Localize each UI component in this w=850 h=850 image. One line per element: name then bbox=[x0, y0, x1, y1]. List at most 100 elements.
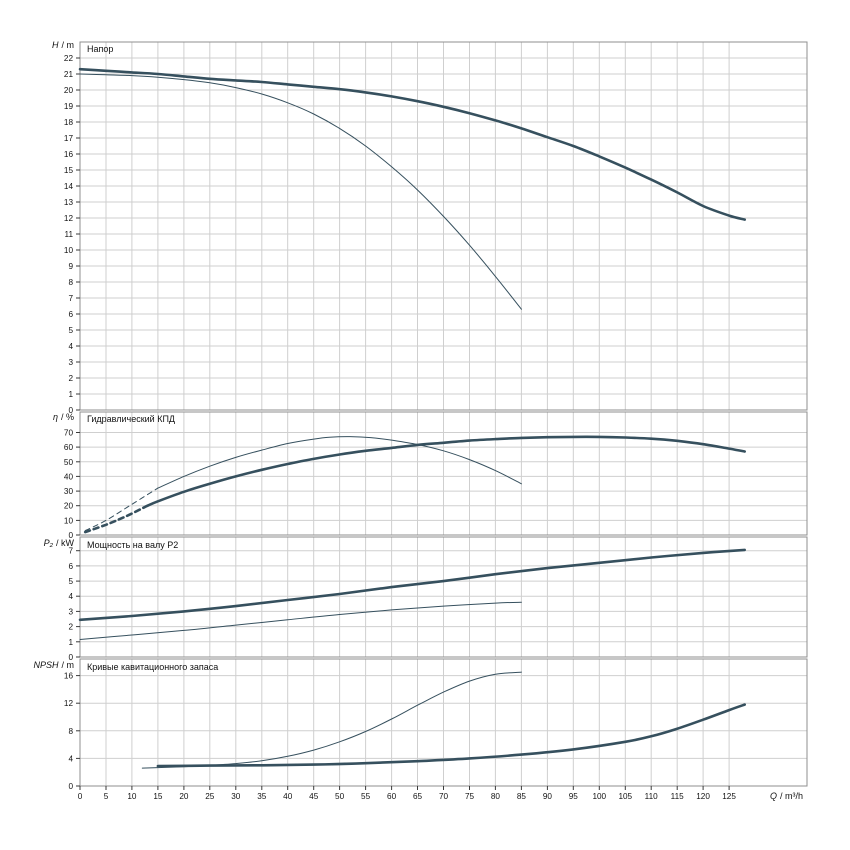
x-tick-label: 35 bbox=[257, 792, 267, 801]
x-tick-label: 15 bbox=[153, 792, 163, 801]
y-tick-label: 4 bbox=[68, 342, 73, 351]
y-tick-label: 3 bbox=[68, 358, 73, 367]
y-tick-label: 16 bbox=[64, 150, 74, 159]
x-tick-label: 60 bbox=[387, 792, 397, 801]
y-tick-label: 10 bbox=[64, 516, 74, 525]
y-tick-label: 30 bbox=[64, 487, 74, 496]
y-tick-label: 10 bbox=[64, 246, 74, 255]
x-symbol: Q bbox=[770, 791, 778, 801]
y-tick-label: 19 bbox=[64, 102, 74, 111]
y-tick-label: 1 bbox=[68, 638, 73, 647]
y-tick-label: 5 bbox=[68, 326, 73, 335]
y-symbol-efficiency: η bbox=[52, 412, 58, 422]
x-tick-label: 110 bbox=[645, 792, 658, 801]
y-unit-power: / kW bbox=[56, 538, 74, 548]
efficiency-reduced bbox=[157, 436, 522, 489]
panel-frame bbox=[79, 536, 808, 658]
y-tick-label: 60 bbox=[64, 443, 74, 452]
x-tick-label: 30 bbox=[231, 792, 241, 801]
y-symbol-head: H bbox=[52, 40, 59, 50]
y-tick-label: 11 bbox=[65, 230, 74, 239]
chart-title-npsh: Кривые кавитационного запаса bbox=[87, 662, 219, 672]
x-tick-label: 40 bbox=[283, 792, 293, 801]
x-unit: / m³/h bbox=[780, 791, 804, 801]
x-tick-label: 85 bbox=[517, 792, 527, 801]
x-tick-label: 65 bbox=[413, 792, 423, 801]
x-tick-label: 80 bbox=[491, 792, 501, 801]
y-tick-label: 12 bbox=[64, 214, 74, 223]
x-tick-label: 95 bbox=[569, 792, 579, 801]
y-tick-label: 0 bbox=[68, 653, 73, 662]
y-symbol-npsh: NPSH bbox=[33, 660, 59, 670]
x-tick-label: 50 bbox=[335, 792, 345, 801]
y-tick-label: 0 bbox=[68, 406, 73, 415]
chart-title-efficiency: Гидравлический КПД bbox=[87, 414, 176, 424]
chart-title-power: Мощность на валу P2 bbox=[87, 540, 179, 550]
x-tick-label: 45 bbox=[309, 792, 319, 801]
y-symbol-power: P₂ bbox=[43, 538, 53, 548]
x-tick-label: 125 bbox=[722, 792, 736, 801]
y-tick-label: 17 bbox=[64, 134, 74, 143]
panel-frame bbox=[79, 411, 808, 536]
y-tick-label: 6 bbox=[68, 562, 73, 571]
y-tick-label: 15 bbox=[64, 166, 74, 175]
x-tick-label: 0 bbox=[78, 792, 83, 801]
head-curve-reduced bbox=[79, 73, 522, 310]
y-tick-label: 22 bbox=[64, 54, 74, 63]
x-tick-label: 5 bbox=[104, 792, 109, 801]
x-tick-label: 55 bbox=[361, 792, 371, 801]
y-tick-label: 4 bbox=[68, 754, 73, 763]
npsh-reduced bbox=[141, 671, 522, 769]
y-axis-label-head: H / m bbox=[14, 40, 74, 50]
y-tick-label: 8 bbox=[68, 727, 73, 736]
y-tick-label: 16 bbox=[64, 672, 74, 681]
x-tick-label: 105 bbox=[618, 792, 632, 801]
y-tick-label: 7 bbox=[68, 294, 73, 303]
y-tick-label: 50 bbox=[64, 458, 74, 467]
y-tick-label: 20 bbox=[64, 86, 74, 95]
y-tick-label: 9 bbox=[68, 262, 73, 271]
chart-title-head: Напор bbox=[87, 44, 114, 54]
x-tick-label: 75 bbox=[465, 792, 475, 801]
y-tick-label: 14 bbox=[64, 182, 74, 191]
y-axis-label-power: P₂ / kW bbox=[14, 538, 74, 548]
panel-frame bbox=[79, 41, 808, 411]
npsh-max-impeller bbox=[156, 703, 746, 768]
y-tick-label: 12 bbox=[64, 699, 74, 708]
x-axis-label: Q / m³/h bbox=[770, 791, 803, 801]
y-tick-label: 6 bbox=[68, 310, 73, 319]
x-tick-label: 90 bbox=[543, 792, 553, 801]
y-tick-label: 40 bbox=[64, 472, 74, 481]
y-tick-label: 18 bbox=[64, 118, 74, 127]
y-tick-label: 0 bbox=[68, 531, 73, 540]
y-tick-label: 8 bbox=[68, 278, 73, 287]
y-unit-head: / m bbox=[61, 40, 75, 50]
y-axis-label-efficiency: η / % bbox=[14, 412, 74, 422]
y-tick-label: 4 bbox=[68, 592, 73, 601]
head-curve-max-impeller bbox=[78, 67, 746, 221]
y-tick-label: 20 bbox=[64, 502, 74, 511]
x-tick-label: 115 bbox=[671, 792, 684, 801]
shaft-power-max-impeller bbox=[78, 548, 746, 622]
x-tick-label: 20 bbox=[179, 792, 189, 801]
efficiency-reduced-leadin-dashed bbox=[84, 487, 159, 532]
y-tick-label: 13 bbox=[64, 198, 74, 207]
y-tick-label: 70 bbox=[64, 429, 74, 438]
y-unit-efficiency: / % bbox=[60, 412, 74, 422]
y-tick-label: 7 bbox=[68, 547, 73, 556]
x-tick-label: 25 bbox=[205, 792, 215, 801]
y-tick-label: 0 bbox=[68, 782, 73, 791]
y-tick-label: 2 bbox=[68, 623, 73, 632]
y-tick-label: 5 bbox=[68, 577, 73, 586]
y-tick-label: 1 bbox=[68, 390, 73, 399]
x-tick-label: 120 bbox=[696, 792, 710, 801]
efficiency-max-leadin-dashed bbox=[83, 504, 149, 534]
x-tick-label: 70 bbox=[439, 792, 449, 801]
x-tick-label: 100 bbox=[592, 792, 606, 801]
y-tick-label: 21 bbox=[64, 70, 74, 79]
y-unit-npsh: / m bbox=[61, 660, 75, 670]
y-tick-label: 2 bbox=[68, 374, 73, 383]
efficiency-max-impeller bbox=[146, 435, 746, 507]
